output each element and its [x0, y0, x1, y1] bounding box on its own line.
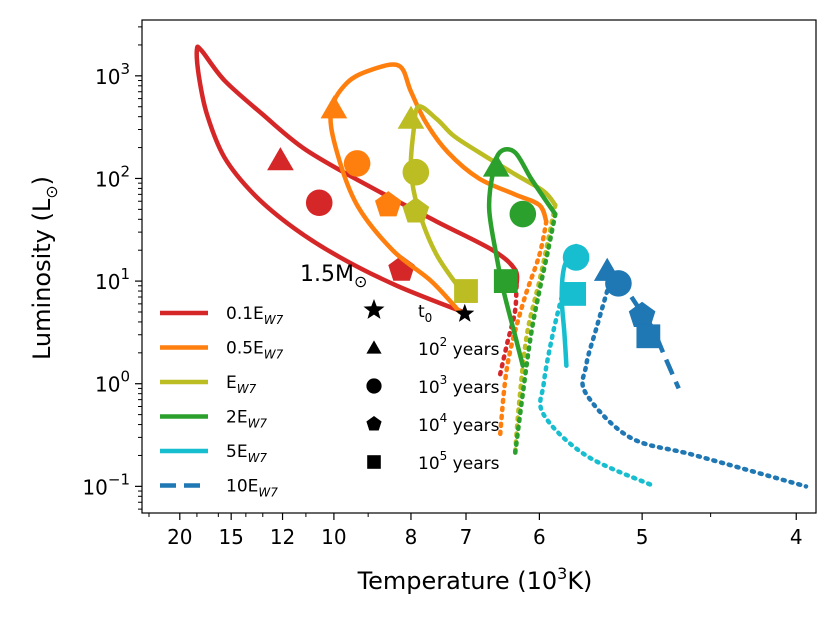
- marker-legend-label: 103 years: [418, 373, 500, 398]
- y-tick-label: 102: [95, 162, 130, 191]
- series-1: [320, 62, 549, 440]
- series-0-marker-100-years: [267, 147, 294, 171]
- series-3-marker-100-years: [482, 153, 510, 177]
- marker-legend-item-3: 104 years: [366, 411, 500, 436]
- legend-item-4: 5EW7: [160, 442, 267, 465]
- x-tick-label: 4: [790, 525, 803, 549]
- legend-label: 5EW7: [226, 442, 267, 465]
- legend-label: EW7: [226, 373, 257, 396]
- series-3-marker-1000-years: [509, 200, 537, 228]
- circle-icon: [366, 378, 382, 394]
- series-4-marker-100000-years: [562, 282, 587, 306]
- series-0-marker-1000-years: [305, 189, 333, 217]
- series-3-cooling-track: [512, 211, 558, 458]
- legend-label: 0.1EW7: [226, 304, 284, 327]
- x-axis: 20 15 12 10 8 7 6 5 4: [148, 513, 803, 549]
- series-2-marker-1000-years: [402, 158, 430, 186]
- y-tick-label: 100: [95, 368, 130, 397]
- marker-legend-label: 105 years: [418, 449, 500, 474]
- series-5-marker-100000-years: [636, 324, 661, 349]
- series-2-marker-10000-years: [402, 197, 430, 223]
- series-2-marker-100-years: [397, 105, 425, 129]
- x-tick-label: 20: [167, 525, 192, 549]
- marker-legend-label: t0: [418, 302, 432, 325]
- series-4: [537, 243, 657, 489]
- legend-item-5: 10EW7: [160, 477, 278, 500]
- series-1-marker-100-years: [320, 95, 348, 119]
- pentagon-icon: [366, 416, 382, 431]
- square-icon: [367, 455, 381, 469]
- series-1-cooling-track: [497, 219, 549, 440]
- plot-frame: [141, 19, 817, 514]
- marker-legend-item-4: 105 years: [367, 449, 500, 474]
- series-5: [580, 257, 809, 489]
- legend-label: 10EW7: [226, 477, 278, 500]
- series-5-marker-10000-years: [628, 301, 656, 327]
- y-axis: 10−1 100 101 102 103: [82, 26, 142, 510]
- x-tick-label: 5: [636, 525, 649, 549]
- series-3: [482, 147, 558, 458]
- series-1-track: [328, 62, 549, 315]
- x-tick-label: 15: [218, 525, 243, 549]
- series-4-cooling-track: [537, 294, 657, 489]
- marker-legend-item-2: 103 years: [366, 373, 500, 398]
- legend-item-2: EW7: [160, 373, 257, 396]
- marker-legend-label: 104 years: [418, 411, 500, 436]
- marker-legend-label: 102 years: [418, 335, 500, 360]
- marker-legend-item-0: t0: [363, 299, 432, 325]
- legend-item-1: 0.5EW7: [160, 339, 284, 362]
- legend-label: 2EW7: [226, 408, 267, 431]
- series-1-marker-1000-years: [343, 150, 371, 177]
- series-1-marker-10000-years: [375, 191, 402, 217]
- x-tick-label: 12: [270, 525, 295, 549]
- legend-item-3: 2EW7: [160, 408, 267, 431]
- y-tick-label: 101: [95, 265, 130, 294]
- series-5-marker-1000-years: [605, 270, 632, 297]
- mass-label: 1.5M⊙: [300, 262, 367, 291]
- y-tick-label: 103: [95, 60, 130, 89]
- x-tick-label: 10: [321, 525, 346, 549]
- y-tick-label: 10−1: [82, 470, 130, 499]
- start-point-marker: [455, 303, 475, 322]
- series-3-marker-100000-years: [493, 269, 518, 293]
- series-4-marker-1000-years: [562, 244, 590, 271]
- x-tick-label: 7: [460, 525, 473, 549]
- marker-legend-item-1: 102 years: [366, 335, 500, 360]
- series-0-track: [194, 44, 520, 315]
- legend-label: 0.5EW7: [226, 339, 284, 362]
- y-axis-label: Luminosity (L⊙): [28, 176, 61, 360]
- x-axis-label: Temperature (103K): [357, 564, 593, 595]
- star-icon: [363, 299, 385, 319]
- legend-item-0: 0.1EW7: [160, 304, 284, 327]
- series-2-marker-100000-years: [454, 279, 478, 303]
- series-5-cooling-track: [580, 288, 809, 489]
- legend: 0.1EW7 0.5EW7 EW7 2EW7 5EW7 10EW7: [160, 304, 284, 500]
- series-layer: [194, 44, 809, 489]
- series-0: [194, 44, 520, 378]
- marker-legend: t0 102 years 103 years 104 years 105 years: [363, 299, 500, 474]
- triangle-icon: [366, 340, 382, 354]
- x-tick-label: 6: [533, 525, 546, 549]
- x-tick-label: 8: [405, 525, 418, 549]
